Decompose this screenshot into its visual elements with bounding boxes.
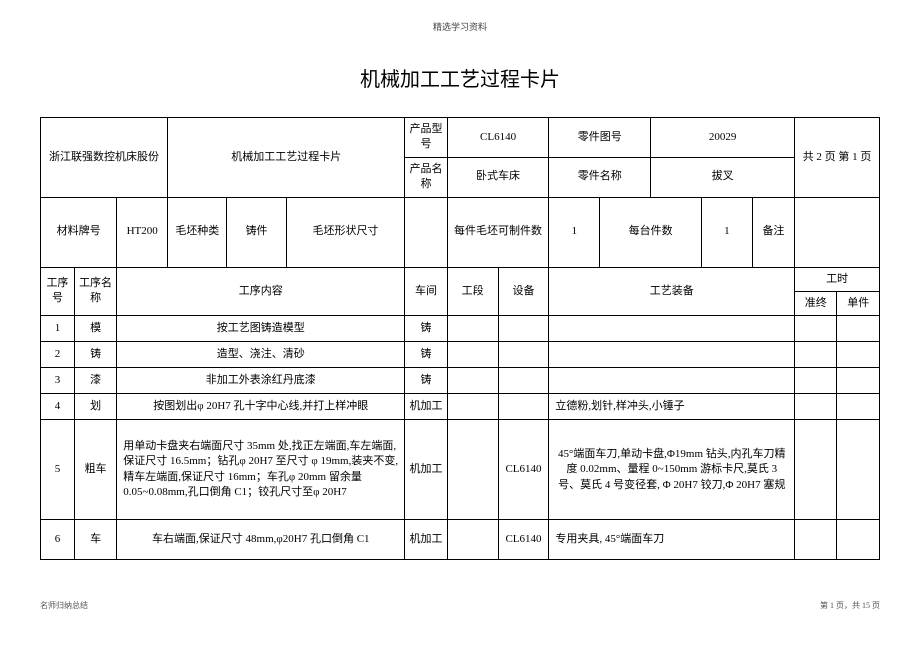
cell-content: 按工艺图铸造模型 bbox=[117, 316, 405, 342]
per-blank-value: 1 bbox=[549, 197, 600, 267]
cell-no: 5 bbox=[41, 420, 75, 520]
blank-dim-value bbox=[405, 197, 447, 267]
cell-name: 车 bbox=[74, 520, 116, 560]
per-unit-label: 每台件数 bbox=[600, 197, 702, 267]
cell-prep bbox=[795, 520, 837, 560]
product-model-label: 产品型号 bbox=[405, 118, 447, 158]
col-section: 工段 bbox=[447, 267, 498, 316]
cell-unit bbox=[837, 368, 880, 394]
company-cell: 浙江联强数控机床股份 bbox=[41, 118, 168, 198]
cell-prep bbox=[795, 420, 837, 520]
page-footer: 名师归纳总结 第 1 页，共 15 页 bbox=[40, 600, 880, 611]
cell-unit bbox=[837, 316, 880, 342]
cell-tooling: 45°端面车刀,单动卡盘,Φ19mm 钻头,内孔车刀精度 0.02mm、量程 0… bbox=[549, 420, 795, 520]
product-name-value: 卧式车床 bbox=[447, 157, 549, 197]
cell-prep bbox=[795, 394, 837, 420]
col-time-prep: 准终 bbox=[795, 291, 837, 315]
cell-tooling: 专用夹具, 45°端面车刀 bbox=[549, 520, 795, 560]
cell-no: 4 bbox=[41, 394, 75, 420]
cell-section bbox=[447, 368, 498, 394]
col-tooling: 工艺装备 bbox=[549, 267, 795, 316]
col-time-unit: 单件 bbox=[837, 291, 880, 315]
cell-section bbox=[447, 394, 498, 420]
blank-type-value: 铸件 bbox=[227, 197, 286, 267]
cell-section bbox=[447, 316, 498, 342]
cell-no: 3 bbox=[41, 368, 75, 394]
cell-prep bbox=[795, 316, 837, 342]
cell-content: 车右端面,保证尺寸 48mm,φ20H7 孔口倒角 C1 bbox=[117, 520, 405, 560]
part-drawing-value: 20029 bbox=[651, 118, 795, 158]
cell-workshop: 机加工 bbox=[405, 420, 447, 520]
cell-no: 2 bbox=[41, 342, 75, 368]
cell-workshop: 铸 bbox=[405, 342, 447, 368]
blank-type-label: 毛坯种类 bbox=[168, 197, 227, 267]
cell-workshop: 机加工 bbox=[405, 394, 447, 420]
cell-prep bbox=[795, 342, 837, 368]
col-time: 工时 bbox=[795, 267, 880, 291]
cell-name: 铸 bbox=[74, 342, 116, 368]
cell-unit bbox=[837, 520, 880, 560]
cell-section bbox=[447, 342, 498, 368]
cell-unit bbox=[837, 342, 880, 368]
part-drawing-label: 零件图号 bbox=[549, 118, 651, 158]
cell-content: 非加工外表涂红丹底漆 bbox=[117, 368, 405, 394]
cell-name: 划 bbox=[74, 394, 116, 420]
cell-content: 按图划出φ 20H7 孔十字中心线,并打上样冲眼 bbox=[117, 394, 405, 420]
page-info: 共 2 页 第 1 页 bbox=[795, 118, 880, 198]
table-row: 2铸造型、浇注、清砂铸 bbox=[41, 342, 880, 368]
cell-no: 6 bbox=[41, 520, 75, 560]
cell-content: 造型、浇注、清砂 bbox=[117, 342, 405, 368]
cell-equipment bbox=[498, 394, 549, 420]
col-content: 工序内容 bbox=[117, 267, 405, 316]
cell-tooling bbox=[549, 342, 795, 368]
col-seq-no: 工序号 bbox=[41, 267, 75, 316]
cell-section bbox=[447, 520, 498, 560]
cell-section bbox=[447, 420, 498, 520]
page-title: 机械加工工艺过程卡片 bbox=[40, 63, 880, 92]
col-equipment: 设备 bbox=[498, 267, 549, 316]
table-row: 3漆非加工外表涂红丹底漆铸 bbox=[41, 368, 880, 394]
product-name-label: 产品名称 bbox=[405, 157, 447, 197]
table-row: 5粗车用单动卡盘夹右端面尺寸 35mm 处,找正左端面,车左端面,保证尺寸 16… bbox=[41, 420, 880, 520]
table-row: 6车车右端面,保证尺寸 48mm,φ20H7 孔口倒角 C1机加工 CL6140专… bbox=[41, 520, 880, 560]
cell-equipment: CL6140 bbox=[498, 420, 549, 520]
cell-content: 用单动卡盘夹右端面尺寸 35mm 处,找正左端面,车左端面,保证尺寸 16.5m… bbox=[117, 420, 405, 520]
cell-unit bbox=[837, 420, 880, 520]
cell-equipment: CL6140 bbox=[498, 520, 549, 560]
material-value: HT200 bbox=[117, 197, 168, 267]
footer-right: 第 1 页，共 15 页 bbox=[820, 600, 880, 611]
part-name-value: 拔叉 bbox=[651, 157, 795, 197]
col-workshop: 车间 bbox=[405, 267, 447, 316]
blank-dim-label: 毛坯形状尺寸 bbox=[286, 197, 405, 267]
remark-value bbox=[795, 197, 880, 267]
cell-tooling: 立德粉,划针,样冲头,小锤子 bbox=[549, 394, 795, 420]
process-card-table: 浙江联强数控机床股份 机械加工工艺过程卡片 产品型号 CL6140 零件图号 2… bbox=[40, 117, 880, 560]
material-label: 材料牌号 bbox=[41, 197, 117, 267]
per-blank-label: 每件毛坯可制件数 bbox=[447, 197, 549, 267]
cell-tooling bbox=[549, 316, 795, 342]
part-name-label: 零件名称 bbox=[549, 157, 651, 197]
cell-name: 漆 bbox=[74, 368, 116, 394]
cell-unit bbox=[837, 394, 880, 420]
cell-equipment bbox=[498, 316, 549, 342]
product-model-value: CL6140 bbox=[447, 118, 549, 158]
cell-name: 模 bbox=[74, 316, 116, 342]
remark-label: 备注 bbox=[752, 197, 794, 267]
per-unit-value: 1 bbox=[701, 197, 752, 267]
col-seq-name: 工序名称 bbox=[74, 267, 116, 316]
table-row: 4划按图划出φ 20H7 孔十字中心线,并打上样冲眼机加工 立德粉,划针,样冲头,… bbox=[41, 394, 880, 420]
cell-equipment bbox=[498, 368, 549, 394]
cell-name: 粗车 bbox=[74, 420, 116, 520]
cell-equipment bbox=[498, 342, 549, 368]
card-name-cell: 机械加工工艺过程卡片 bbox=[168, 118, 405, 198]
table-row: 1模按工艺图铸造模型铸 bbox=[41, 316, 880, 342]
cell-workshop: 铸 bbox=[405, 368, 447, 394]
cell-workshop: 铸 bbox=[405, 316, 447, 342]
cell-tooling bbox=[549, 368, 795, 394]
footer-left: 名师归纳总结 bbox=[40, 600, 88, 611]
cell-no: 1 bbox=[41, 316, 75, 342]
cell-workshop: 机加工 bbox=[405, 520, 447, 560]
page-header-tiny: 精选学习资料 bbox=[40, 20, 880, 33]
cell-prep bbox=[795, 368, 837, 394]
